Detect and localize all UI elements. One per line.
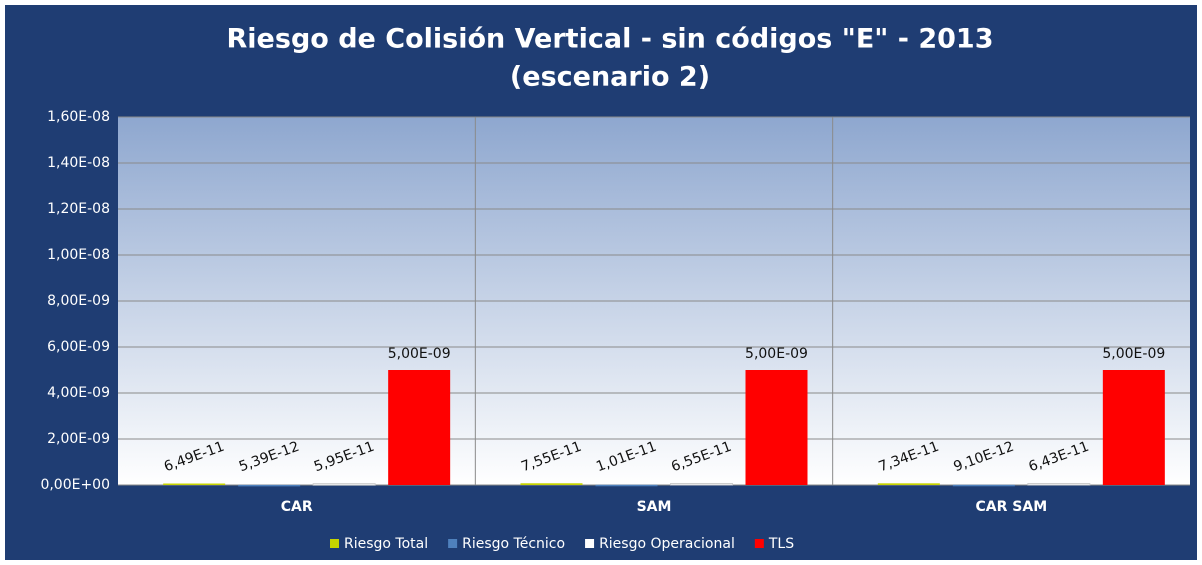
- bar: [238, 484, 301, 487]
- y-tick-label: 4,00E-09: [47, 385, 110, 401]
- y-tick-label: 2,00E-09: [47, 431, 110, 447]
- bar: [670, 482, 733, 486]
- bar: [1102, 370, 1165, 485]
- x-tick-label: CAR SAM: [976, 499, 1048, 515]
- bar: [1027, 483, 1091, 486]
- y-tick-label: 8,00E-09: [47, 293, 110, 309]
- bar: [952, 484, 1015, 487]
- bar: [163, 483, 226, 486]
- bar: [595, 484, 658, 487]
- data-label: 5,00E-09: [388, 346, 451, 362]
- legend-label: Riesgo Total: [344, 536, 428, 552]
- y-tick-label: 1,00E-08: [47, 247, 110, 263]
- bar: [520, 483, 583, 485]
- y-tick-label: 0,00E+00: [40, 477, 110, 493]
- bar: [745, 370, 808, 485]
- legend-swatch: [754, 539, 764, 548]
- legend-swatch: [448, 539, 458, 548]
- legend-label: Riesgo Operacional: [599, 536, 735, 552]
- chart-title: Riesgo de Colisión Vertical - sin código…: [227, 24, 994, 55]
- y-tick-label: 1,40E-08: [47, 155, 110, 171]
- legend-swatch: [330, 539, 339, 548]
- chart-title: (escenario 2): [510, 62, 710, 93]
- x-tick-label: SAM: [637, 499, 672, 515]
- y-tick-label: 1,60E-08: [47, 109, 110, 125]
- bar: [388, 370, 451, 485]
- x-tick-label: CAR: [281, 499, 313, 515]
- legend-swatch: [585, 539, 595, 548]
- y-tick-label: 6,00E-09: [47, 339, 110, 355]
- bar: [877, 483, 940, 485]
- data-label: 5,00E-09: [1102, 346, 1165, 362]
- y-tick-label: 1,20E-08: [47, 201, 110, 217]
- legend-label: Riesgo Técnico: [462, 536, 565, 552]
- bar: [312, 483, 376, 486]
- legend-label: TLS: [768, 536, 794, 552]
- data-label: 5,00E-09: [745, 346, 808, 362]
